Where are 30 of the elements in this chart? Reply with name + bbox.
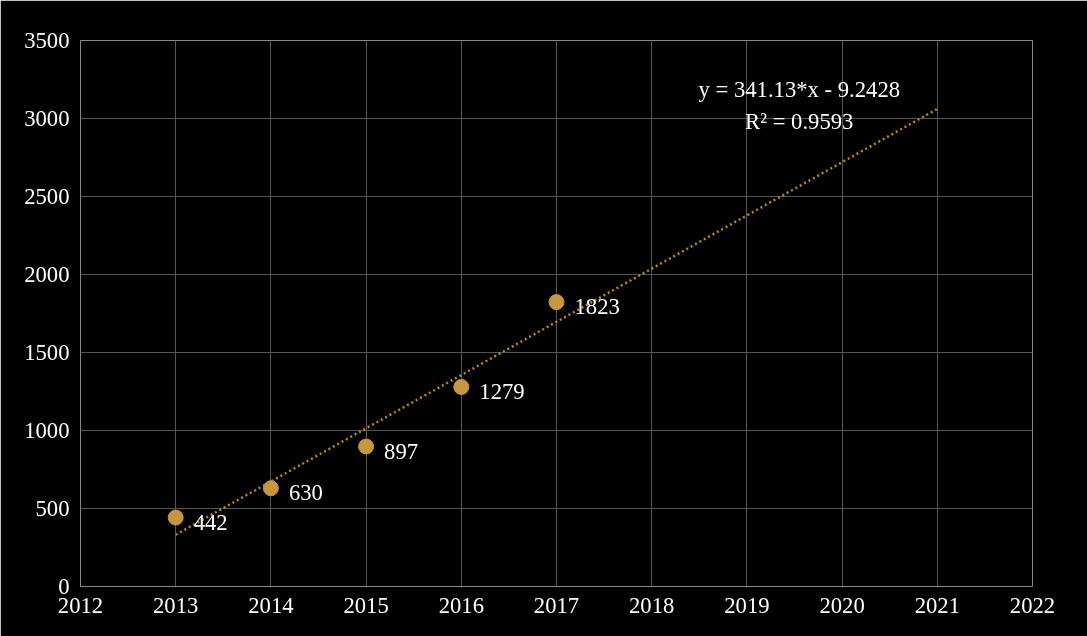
x-tick-label: 2013 [153,592,199,618]
y-tick-label: 1500 [24,340,70,365]
x-tick-label: 2022 [1009,592,1056,618]
y-tick-label: 0 [58,574,70,599]
point [548,294,565,311]
data-label: 630 [288,480,323,506]
point [167,509,184,526]
x-tick-label: 2014 [248,592,294,618]
annotation: y = 341.13*x - 9.2428 [698,77,901,103]
x-tick-label: 2016 [438,592,484,618]
point [358,438,375,455]
y-tick-label: 2500 [24,184,70,209]
x-tick-label: 2021 [914,592,960,618]
data-label: 1823 [574,294,620,320]
x-tick-label: 2017 [533,592,580,618]
x-tick-label: 2018 [629,592,675,618]
x-tick-label: 2020 [819,592,865,618]
point [262,480,279,497]
data-label: 897 [384,438,419,464]
y-tick-label: 3000 [24,106,70,131]
y-tick-label: 500 [35,496,70,521]
y-tick-label: 1000 [24,418,70,443]
annotation: R² = 0.9593 [745,108,854,134]
x-tick-label: 2015 [343,592,389,618]
data-label: 442 [193,509,228,535]
x-tick-label: 2019 [724,592,770,618]
data-label: 1279 [479,378,525,404]
y-tick-label: 3500 [24,28,70,53]
point [453,378,470,395]
y-tick-label: 2000 [24,262,70,287]
